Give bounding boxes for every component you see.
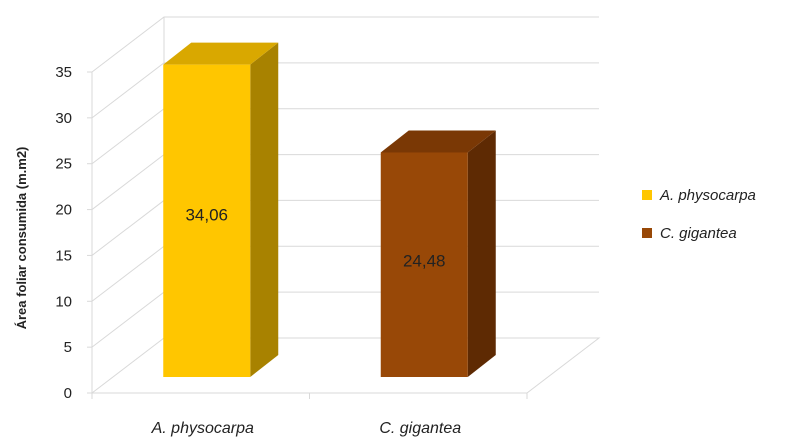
y-tick-label: 25	[55, 156, 72, 173]
y-tick-label: 35	[55, 64, 72, 81]
y-tick-label: 5	[64, 339, 72, 356]
y-tick-label: 20	[55, 202, 72, 219]
bar-top	[380, 130, 496, 153]
bar-2: 24,48	[380, 130, 496, 377]
y-axis-label: Área foliar consumida (m.m2)	[14, 147, 29, 330]
legend-label: C. gigantea	[660, 225, 737, 242]
y-tick-label: 30	[55, 110, 72, 127]
data-label: 24,48	[403, 251, 446, 270]
x-tick-label: A. physocarpa	[151, 420, 254, 437]
bar-front	[380, 152, 468, 377]
legend-swatch	[642, 228, 652, 238]
legend-item: C. gigantea	[642, 225, 737, 242]
legend-label: A. physocarpa	[659, 187, 756, 204]
y-tick-labels: 0 5 10 15 20 25 30 35	[55, 64, 72, 402]
x-tick-labels: A. physocarpa C. gigantea	[151, 420, 462, 437]
y-tick-label: 0	[64, 385, 72, 402]
legend-swatch	[642, 190, 652, 200]
y-tick-label: 15	[55, 247, 72, 264]
y-tick-label: 10	[55, 293, 72, 310]
bar-top	[163, 42, 279, 65]
x-tick-label: C. gigantea	[379, 420, 461, 437]
legend: A. physocarpa C. gigantea	[642, 187, 756, 242]
bar-1: 34,06	[163, 42, 279, 377]
bar-side	[467, 130, 496, 377]
bar-front	[163, 64, 251, 377]
bar-side	[250, 42, 279, 377]
data-label: 34,06	[185, 206, 228, 225]
floor	[90, 337, 601, 394]
legend-item: A. physocarpa	[642, 187, 756, 204]
bars: 34,06 24,48	[163, 42, 496, 377]
